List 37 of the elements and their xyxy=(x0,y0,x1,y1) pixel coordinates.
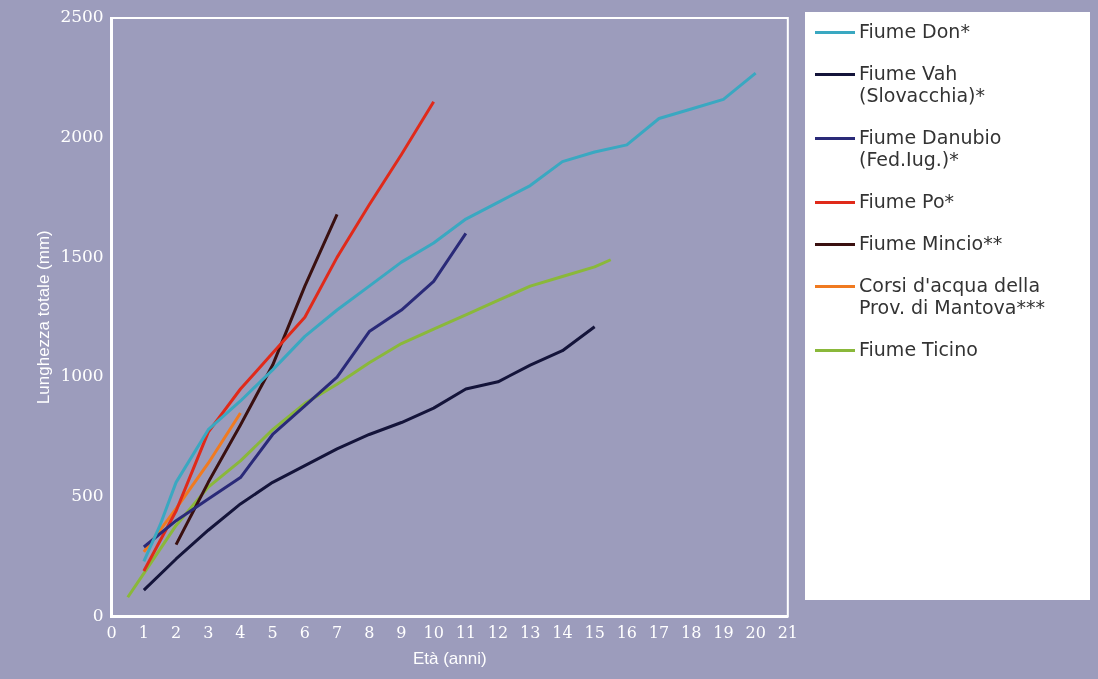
y-tick-label: 500 xyxy=(71,485,104,506)
x-tick-label: 16 xyxy=(616,623,638,643)
legend-label: Fiume Vah (Slovacchia)* xyxy=(859,62,987,106)
legend-label: Fiume Danubio (Fed.Iug.)* xyxy=(859,126,1003,170)
y-tick-label: 2500 xyxy=(60,6,104,27)
x-tick-label: 0 xyxy=(106,623,117,643)
x-tick-label: 9 xyxy=(396,623,407,643)
x-tick-label: 4 xyxy=(235,623,246,643)
x-tick-label: 11 xyxy=(455,623,477,643)
x-tick-label: 6 xyxy=(299,623,310,643)
x-tick-label: 20 xyxy=(745,623,766,643)
x-tick-label: 19 xyxy=(713,623,734,643)
x-axis-title: Età (anni) xyxy=(412,649,487,669)
x-tick-label: 14 xyxy=(552,623,573,643)
y-tick-label: 1500 xyxy=(60,245,104,266)
legend-label: Fiume Po* xyxy=(859,190,955,212)
x-tick-label: 8 xyxy=(364,623,375,643)
legend-label: Fiume Mincio** xyxy=(859,232,1004,254)
x-tick-label: 15 xyxy=(584,623,605,643)
y-axis-title: Lunghezza totale (mm) xyxy=(33,230,53,405)
x-tick-label: 1 xyxy=(138,623,149,643)
legend-label: Corsi d'acqua della Prov. di Mantova*** xyxy=(859,274,1046,318)
y-tick-label: 0 xyxy=(92,604,104,625)
x-tick-label: 18 xyxy=(681,623,702,643)
legend-label: Fiume Ticino xyxy=(859,338,979,360)
y-tick-label: 1000 xyxy=(60,365,104,386)
x-tick-label: 3 xyxy=(203,623,214,643)
x-tick-label: 12 xyxy=(487,623,509,643)
y-tick-label: 2000 xyxy=(60,126,104,147)
x-tick-label: 10 xyxy=(423,623,444,643)
x-tick-label: 13 xyxy=(520,623,541,643)
x-tick-label: 17 xyxy=(648,623,670,643)
x-tick-label: 7 xyxy=(331,623,343,643)
x-tick-label: 5 xyxy=(267,623,278,643)
x-tick-label: 21 xyxy=(777,623,798,643)
legend-label: Fiume Don* xyxy=(859,20,971,42)
x-tick-label: 2 xyxy=(170,623,182,643)
